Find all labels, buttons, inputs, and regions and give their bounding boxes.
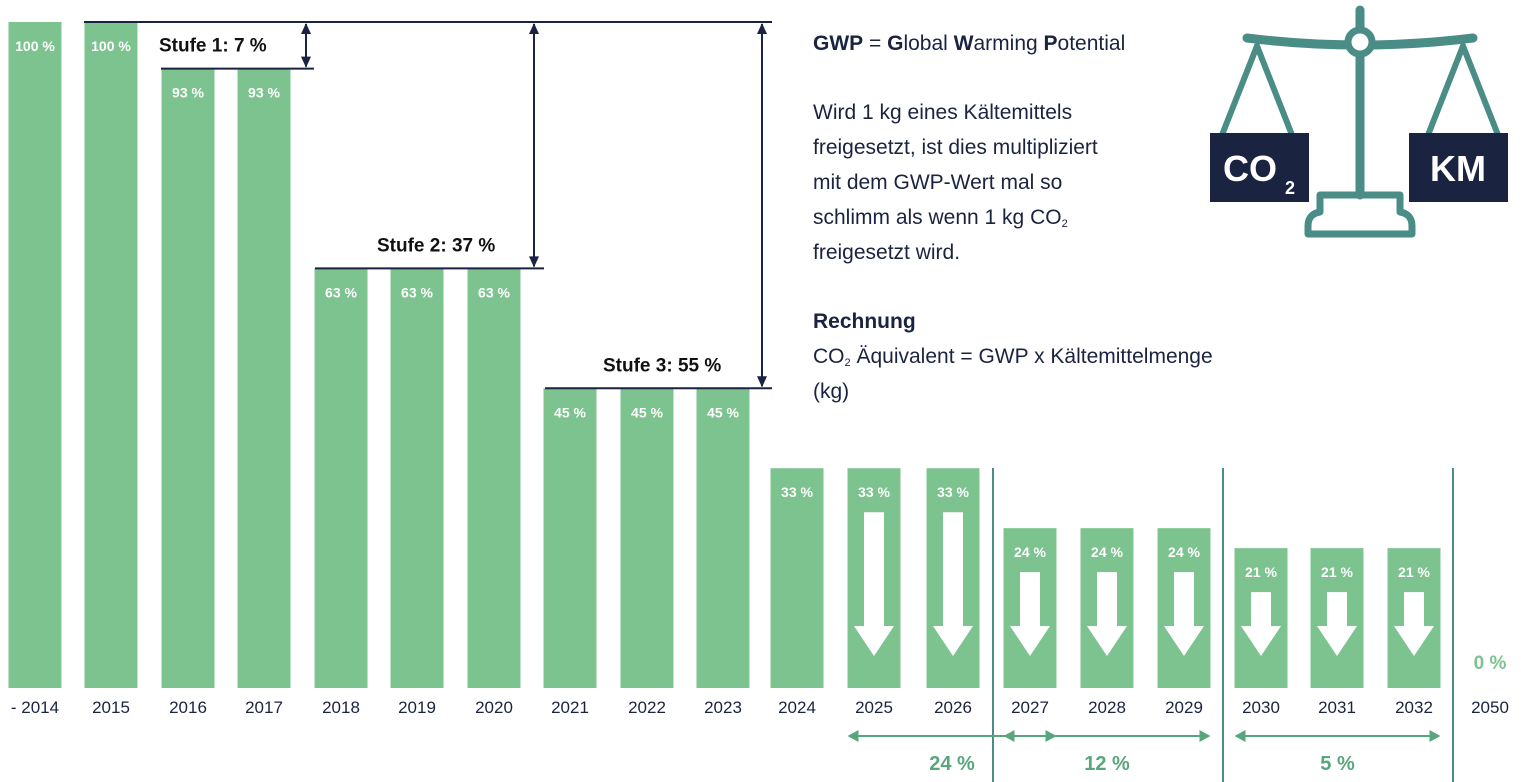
bar xyxy=(84,22,138,688)
year-label: 2018 xyxy=(322,698,360,717)
year-label: 2021 xyxy=(551,698,589,717)
gwp-description-line: freigesetzt wird. xyxy=(813,241,961,264)
bar-value-label: 21 % xyxy=(1398,564,1430,580)
gwp-description-line: Wird 1 kg eines Kältemittels xyxy=(813,101,1073,124)
bar xyxy=(8,22,62,688)
gwp-description-line: mit dem GWP-Wert mal so xyxy=(813,171,1063,194)
arrow-down-icon xyxy=(529,256,539,268)
year-label: 2017 xyxy=(245,698,283,717)
km-box-label: KM xyxy=(1430,148,1486,189)
year-label: - 2014 xyxy=(11,698,59,717)
arrow-left-icon xyxy=(1003,730,1015,742)
stage-annotations: Stufe 1: 7 % Stufe 2: 37 % Stufe 3: 55 % xyxy=(84,21,772,390)
gwp-info-panel: GWP = Global Warming Potential Wird 1 kg… xyxy=(813,26,1213,409)
bar-value-label: 33 % xyxy=(937,484,969,500)
year-label: 2022 xyxy=(628,698,666,717)
co2-box-label: CO xyxy=(1223,148,1277,189)
bar-value-label: 45 % xyxy=(707,404,739,420)
arrow-up-icon xyxy=(301,23,311,34)
balance-scale-icon: CO 2 KM xyxy=(1210,5,1508,238)
year-label: 2023 xyxy=(704,698,742,717)
bar xyxy=(390,268,444,688)
down-arrow-icon xyxy=(1164,572,1204,656)
bar-value-label: 63 % xyxy=(325,284,357,300)
year-label: 2029 xyxy=(1165,698,1203,717)
km-box xyxy=(1409,133,1508,202)
bar-value-label: 45 % xyxy=(554,404,586,420)
period-dividers xyxy=(992,468,1454,782)
gwp-description-line: schlimm als wenn 1 kg CO2 xyxy=(813,206,1068,230)
stage-label: Stufe 3: 55 % xyxy=(603,355,721,376)
year-axis-labels: - 2014 2015 2016 2017 2018 2019 2020 2021 2022 20… xyxy=(11,698,1509,717)
bar-value-label: 63 % xyxy=(478,284,510,300)
bar-value-label: 33 % xyxy=(781,484,813,500)
co2-box-subscript: 2 xyxy=(1285,178,1295,198)
range-label: 5 % xyxy=(1320,753,1355,775)
down-arrow-icon xyxy=(1087,572,1127,656)
down-arrow-icon xyxy=(1317,592,1357,656)
down-arrow-icon xyxy=(933,512,973,656)
bar xyxy=(314,268,368,688)
bar-value-label: 24 % xyxy=(1168,544,1200,560)
bar-value-label: 0 % xyxy=(1474,653,1507,674)
bar-value-label: 45 % xyxy=(631,404,663,420)
year-label: 2028 xyxy=(1088,698,1126,717)
year-label: 2024 xyxy=(778,698,816,717)
stage-label: Stufe 1: 7 % xyxy=(159,36,267,57)
bar-value-label: 33 % xyxy=(858,484,890,500)
bar-value-label: 93 % xyxy=(172,85,204,101)
range-label: 24 % xyxy=(929,753,975,775)
bar-value-label: 63 % xyxy=(401,284,433,300)
bar xyxy=(620,388,674,688)
bar xyxy=(770,468,824,688)
arrow-up-icon xyxy=(529,23,539,34)
arrow-left-icon xyxy=(847,730,859,742)
down-arrow-icon xyxy=(854,512,894,656)
year-label: 2015 xyxy=(92,698,130,717)
year-label: 2032 xyxy=(1395,698,1433,717)
range-annotations: 24 % 12 % 5 % xyxy=(847,730,1441,775)
year-label: 2025 xyxy=(855,698,893,717)
bar xyxy=(543,388,597,688)
year-label: 2031 xyxy=(1318,698,1356,717)
bar xyxy=(237,68,291,689)
arrow-right-icon xyxy=(1429,730,1441,742)
co2-box xyxy=(1210,133,1309,202)
bar-value-label: 24 % xyxy=(1014,544,1046,560)
range-label: 12 % xyxy=(1084,753,1130,775)
bar-value-label: 100 % xyxy=(91,38,131,54)
gwp-description-line: freigesetzt, ist dies multipliziert xyxy=(813,136,1098,159)
bar xyxy=(467,268,521,688)
calculation-formula: CO2 Äquivalent = GWP x Kältemittelmenge … xyxy=(813,345,1213,403)
stage-label: Stufe 2: 37 % xyxy=(377,235,495,256)
year-label: 2019 xyxy=(398,698,436,717)
year-label: 2050 xyxy=(1471,698,1509,717)
arrow-left-icon xyxy=(1234,730,1246,742)
arrow-right-icon xyxy=(1199,730,1211,742)
bar-value-label: 93 % xyxy=(248,85,280,101)
year-label: 2026 xyxy=(934,698,972,717)
gwp-definition: GWP = Global Warming Potential xyxy=(813,32,1126,55)
bar xyxy=(696,388,750,688)
bar-value-label: 21 % xyxy=(1321,564,1353,580)
down-arrow-icon xyxy=(1010,572,1050,656)
arrow-up-icon xyxy=(757,23,767,34)
down-arrow-icon xyxy=(1394,592,1434,656)
bar-value-labels: 100 % 100 % 93 % 93 % 63 % 63 % 63 % 45 % 45 % 45… xyxy=(15,38,1506,674)
year-label: 2020 xyxy=(475,698,513,717)
year-label: 2030 xyxy=(1242,698,1280,717)
bar xyxy=(161,68,215,689)
arrow-down-icon xyxy=(301,56,311,68)
year-label: 2016 xyxy=(169,698,207,717)
year-label: 2027 xyxy=(1011,698,1049,717)
bar-value-label: 100 % xyxy=(15,38,55,54)
down-arrows-group xyxy=(854,512,1434,656)
bar-value-label: 24 % xyxy=(1091,544,1123,560)
calculation-title: Rechnung xyxy=(813,310,916,333)
down-arrow-icon xyxy=(1241,592,1281,656)
bar-value-label: 21 % xyxy=(1245,564,1277,580)
arrow-down-icon xyxy=(757,376,767,388)
